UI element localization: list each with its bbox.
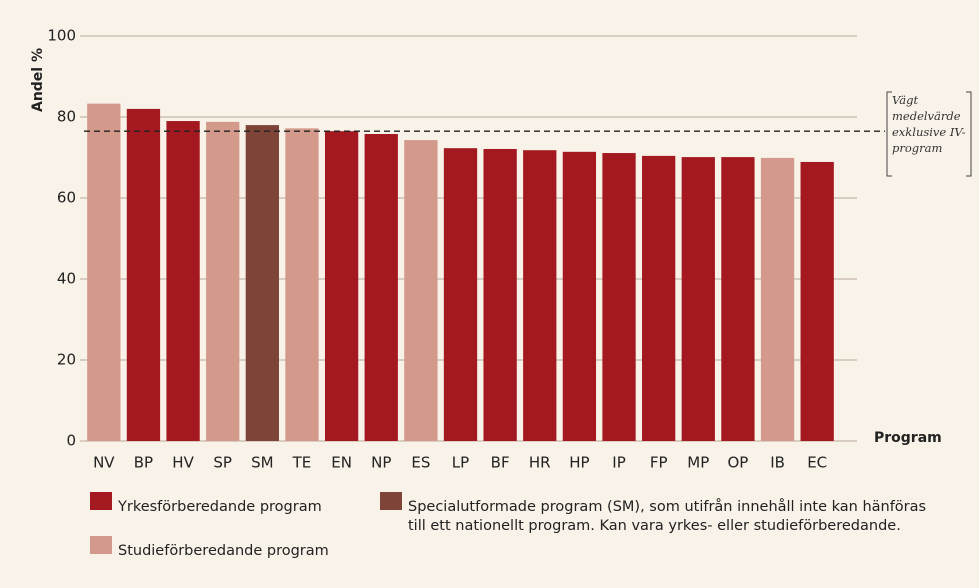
x-tick-label: BF <box>491 454 510 472</box>
bar <box>721 157 755 441</box>
x-tick-label: MP <box>687 454 709 472</box>
bar <box>126 108 161 442</box>
bar <box>443 148 478 441</box>
legend-swatch <box>90 492 112 510</box>
bar <box>760 157 795 441</box>
bracket <box>886 91 892 177</box>
bar <box>681 157 715 441</box>
bar <box>87 103 121 441</box>
y-tick-label: 100 <box>47 27 76 45</box>
x-tick-label: NP <box>371 454 391 472</box>
y-tick-label: 20 <box>57 351 76 369</box>
legend-label: Yrkesförberedande program <box>118 499 322 515</box>
bar <box>206 121 240 442</box>
y-tick-label: 60 <box>57 189 76 207</box>
y-tick-label: 0 <box>66 432 76 450</box>
x-tick-label: EN <box>331 454 352 472</box>
x-tick-label: LP <box>452 454 469 472</box>
bar <box>404 140 438 441</box>
x-tick-label: SM <box>251 454 273 472</box>
x-tick-label: HP <box>569 454 589 472</box>
x-tick-label: IP <box>612 454 625 472</box>
bar <box>602 153 636 442</box>
bar <box>245 125 279 441</box>
bar <box>642 155 676 441</box>
legend-swatch <box>90 536 112 554</box>
bar <box>523 150 557 441</box>
bar <box>364 134 398 441</box>
reference-label: Vägt medelvärde exklusive IV-program <box>892 93 966 155</box>
bar <box>562 151 597 441</box>
x-tick-label: EC <box>807 454 827 472</box>
x-tick-label: NV <box>93 454 115 472</box>
y-tick-label: 80 <box>57 108 76 126</box>
x-tick-label: BP <box>134 454 153 472</box>
x-tick-label: IB <box>770 454 785 472</box>
legend-label: Studieförberedande program <box>118 543 329 559</box>
bar <box>285 128 319 441</box>
x-tick-label: OP <box>727 454 748 472</box>
y-axis-label: Andel % <box>30 48 46 112</box>
bar <box>324 131 359 442</box>
y-tick-label: 40 <box>57 270 76 288</box>
x-tick-label: HV <box>172 454 194 472</box>
x-tick-label: SP <box>213 454 232 472</box>
x-tick-label: ES <box>411 454 430 472</box>
bar <box>166 121 200 442</box>
x-tick-label: HR <box>529 454 551 472</box>
x-tick-label: FP <box>650 454 668 472</box>
bracket <box>966 91 972 177</box>
legend-label: Specialutformade program (SM), som utifr… <box>408 499 927 534</box>
x-axis-label: Program <box>874 430 942 446</box>
legend-swatch <box>380 492 402 510</box>
bar <box>483 148 517 441</box>
x-tick-label: TE <box>292 454 312 472</box>
bar <box>800 161 834 441</box>
